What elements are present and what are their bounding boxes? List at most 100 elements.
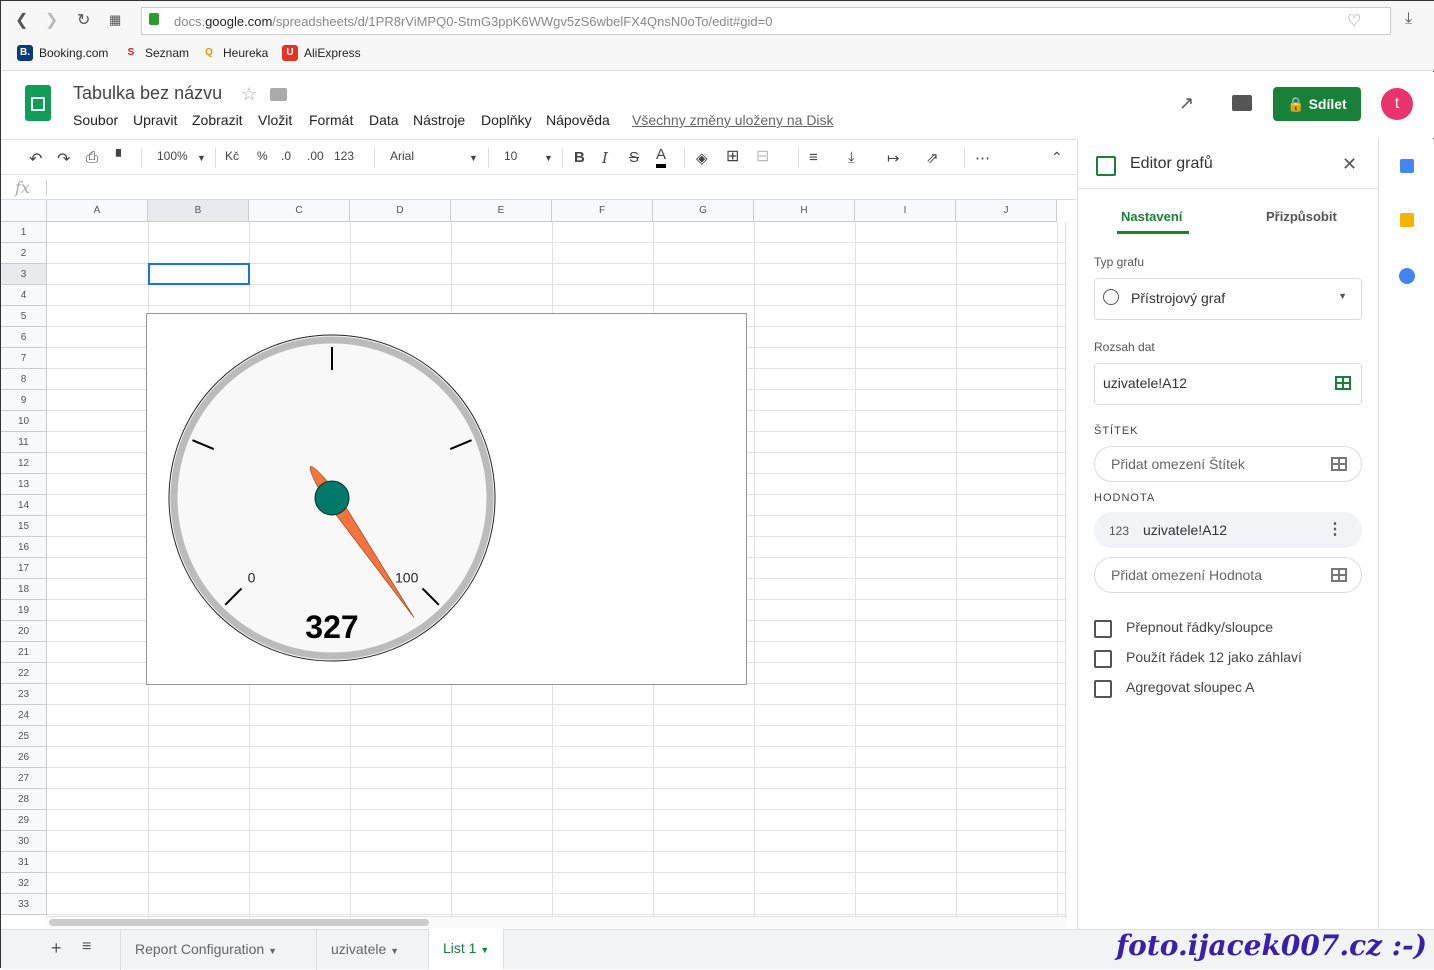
- collapse-toolbar-icon[interactable]: ⌃: [1051, 149, 1063, 165]
- tasks-icon[interactable]: [1399, 268, 1415, 284]
- row-header-14[interactable]: 14: [1, 495, 47, 516]
- data-range-input[interactable]: uzivatele!A12: [1094, 363, 1362, 405]
- menu-vlozit[interactable]: Vložit: [258, 112, 293, 128]
- row-header-19[interactable]: 19: [1, 600, 47, 621]
- forward-icon[interactable]: ❯: [45, 12, 59, 29]
- row-header-15[interactable]: 15: [1, 516, 47, 537]
- number-format-button[interactable]: 123: [334, 149, 355, 163]
- italic-button[interactable]: I: [602, 149, 608, 167]
- align-left-icon[interactable]: ≡: [809, 149, 818, 166]
- vertical-scrollbar[interactable]: [1065, 222, 1066, 916]
- merge-cells-icon[interactable]: ⊟: [756, 148, 770, 165]
- tab-nastaveni[interactable]: Nastavení: [1121, 209, 1183, 224]
- menu-napoveda[interactable]: Nápověda: [546, 112, 610, 128]
- text-rotate-icon[interactable]: ⇗: [926, 150, 939, 167]
- undo-icon[interactable]: ↶: [29, 151, 43, 168]
- reload-icon[interactable]: ↻: [77, 12, 91, 29]
- row-header-2[interactable]: 2: [1, 243, 47, 264]
- horizontal-scrollbar[interactable]: [47, 916, 1067, 928]
- currency-button[interactable]: Kč: [225, 149, 240, 163]
- row-header-23[interactable]: 23: [1, 684, 47, 705]
- row-header-4[interactable]: 4: [1, 285, 47, 306]
- row-header-6[interactable]: 6: [1, 327, 47, 348]
- bookmark-booking[interactable]: B. Booking.com: [17, 45, 108, 61]
- keep-icon[interactable]: [1400, 213, 1414, 227]
- redo-icon[interactable]: ↷: [57, 151, 71, 168]
- fill-color-icon[interactable]: ◈: [696, 150, 708, 167]
- column-header-H[interactable]: H: [754, 200, 855, 222]
- row-header-9[interactable]: 9: [1, 390, 47, 411]
- column-header-J[interactable]: J: [956, 200, 1057, 222]
- text-wrap-icon[interactable]: ↦: [887, 150, 900, 167]
- chart-type-select[interactable]: Přístrojový graf ▼: [1094, 278, 1362, 320]
- menu-nastroje[interactable]: Nástroje: [413, 112, 466, 128]
- font-select[interactable]: Arial: [390, 149, 415, 163]
- sheet-tab-uzivatele[interactable]: uzivatele ▼: [316, 930, 413, 970]
- borders-icon[interactable]: ⊞: [726, 148, 740, 165]
- bookmark-aliexpress[interactable]: U AliExpress: [282, 45, 361, 61]
- row-header-18[interactable]: 18: [1, 579, 47, 600]
- row-header-28[interactable]: 28: [1, 789, 47, 810]
- row-header-20[interactable]: 20: [1, 621, 47, 642]
- gauge-chart[interactable]: 0 100 327: [146, 313, 747, 685]
- row-header-17[interactable]: 17: [1, 558, 47, 579]
- row-header-3[interactable]: 3: [1, 264, 47, 285]
- row-header-30[interactable]: 30: [1, 831, 47, 852]
- row-header-1[interactable]: 1: [1, 222, 47, 243]
- zoom-select[interactable]: 100%: [157, 149, 188, 163]
- column-header-I[interactable]: I: [855, 200, 956, 222]
- row-header-7[interactable]: 7: [1, 348, 47, 369]
- row-header-29[interactable]: 29: [1, 810, 47, 831]
- calendar-icon[interactable]: [1400, 159, 1414, 173]
- explore-trend-icon[interactable]: ↗: [1179, 93, 1195, 113]
- row-header-33[interactable]: 33: [1, 894, 47, 915]
- avatar[interactable]: t: [1381, 88, 1413, 120]
- document-title[interactable]: Tabulka bez názvu: [73, 83, 223, 103]
- favorite-icon[interactable]: ♡: [1347, 13, 1362, 30]
- row-header-21[interactable]: 21: [1, 642, 47, 663]
- comments-icon[interactable]: [1232, 95, 1252, 111]
- aggregate-column-checkbox[interactable]: [1094, 680, 1112, 698]
- bold-button[interactable]: B: [574, 149, 585, 166]
- use-row-header-checkbox[interactable]: [1094, 650, 1112, 668]
- bookmark-heureka[interactable]: Q Heureka: [201, 45, 268, 61]
- save-status-link[interactable]: Všechny změny uloženy na Disk: [632, 112, 834, 128]
- row-header-8[interactable]: 8: [1, 369, 47, 390]
- column-header-D[interactable]: D: [350, 200, 451, 222]
- star-icon[interactable]: ☆: [241, 84, 258, 104]
- column-header-B[interactable]: B: [148, 200, 249, 222]
- tab-prizpusobit[interactable]: Přizpůsobit: [1266, 209, 1337, 224]
- row-header-13[interactable]: 13: [1, 474, 47, 495]
- vertical-align-icon[interactable]: ⤓: [848, 149, 855, 166]
- add-value-button[interactable]: Přidat omezení Hodnota: [1094, 557, 1362, 593]
- switch-rows-columns-checkbox[interactable]: [1094, 620, 1112, 638]
- row-header-26[interactable]: 26: [1, 747, 47, 768]
- row-header-27[interactable]: 27: [1, 768, 47, 789]
- strikethrough-button[interactable]: S: [629, 149, 640, 166]
- column-header-F[interactable]: F: [552, 200, 653, 222]
- row-header-10[interactable]: 10: [1, 411, 47, 432]
- print-icon[interactable]: ⎙: [86, 149, 99, 166]
- column-header-C[interactable]: C: [249, 200, 350, 222]
- menu-upravit[interactable]: Upravit: [133, 112, 178, 128]
- share-button[interactable]: 🔒 Sdílet: [1273, 87, 1361, 121]
- more-vert-icon[interactable]: ⋮: [1327, 521, 1343, 538]
- row-header-12[interactable]: 12: [1, 453, 47, 474]
- column-header-G[interactable]: G: [653, 200, 754, 222]
- menu-format[interactable]: Formát: [309, 112, 354, 128]
- menu-soubor[interactable]: Soubor: [73, 112, 119, 128]
- select-range-icon[interactable]: [1335, 376, 1351, 390]
- formula-bar[interactable]: fx: [1, 176, 1076, 200]
- increase-decimal-button[interactable]: .00: [307, 149, 324, 163]
- back-icon[interactable]: ❮: [15, 12, 29, 29]
- apps-icon[interactable]: ▦: [109, 12, 122, 27]
- sheet-tab-report-configuration[interactable]: Report Configuration ▼: [120, 930, 291, 970]
- value-series-chip[interactable]: 123 uzivatele!A12 ⋮: [1094, 512, 1362, 548]
- sheets-logo-icon[interactable]: [25, 85, 51, 121]
- column-header-A[interactable]: A: [47, 200, 148, 222]
- menu-data[interactable]: Data: [369, 112, 399, 128]
- column-header-E[interactable]: E: [451, 200, 552, 222]
- select-all-corner[interactable]: [1, 200, 47, 222]
- selected-cell[interactable]: [148, 263, 250, 285]
- row-header-32[interactable]: 32: [1, 873, 47, 894]
